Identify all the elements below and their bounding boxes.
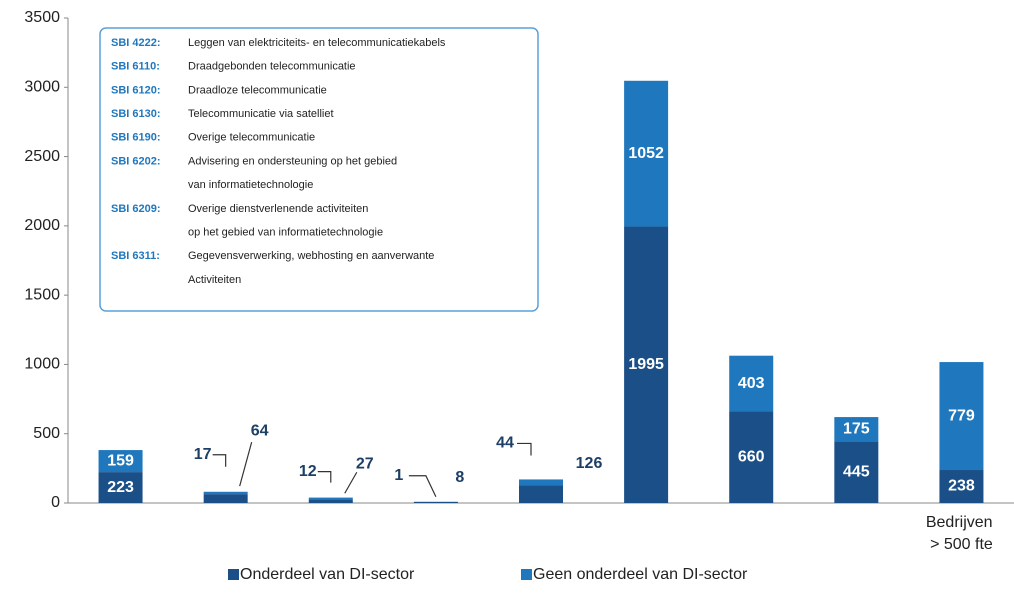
legend-code: SBI 6120: [111, 84, 161, 96]
legend-code: SBI 6209: [111, 203, 161, 215]
legend-description: Gegevensverwerking, webhosting en aanver… [188, 250, 434, 262]
legend-label: Onderdeel van DI-sector [240, 566, 415, 583]
legend-description: van informatietechnologie [188, 179, 313, 191]
leader-line [317, 470, 332, 483]
legend-label: Geen onderdeel van DI-sector [533, 566, 748, 583]
data-label: 1 [394, 467, 403, 484]
legend-description: Telecommunicatie via satelliet [188, 108, 334, 120]
bar-segment [729, 355, 774, 412]
bar-segment [729, 411, 774, 503]
data-label: 660 [738, 448, 765, 465]
legend-description: op het gebied van informatietechnologie [188, 227, 383, 239]
y-tick-label: 2500 [24, 148, 60, 165]
legend-description: Leggen van elektriciteits- en telecommun… [188, 37, 446, 49]
y-tick-label: 1500 [24, 286, 60, 303]
legend-description: Activiteiten [188, 274, 241, 286]
legend-description: Overige dienstverlenende activiteiten [188, 203, 368, 215]
y-tick-label: 500 [33, 425, 60, 442]
legend-description: Overige telecommunicatie [188, 132, 315, 144]
legend-box [99, 27, 539, 312]
bar-segment [834, 441, 879, 503]
data-label: 1995 [628, 356, 664, 373]
legend-code: SBI 6190: [111, 132, 161, 144]
y-tick-label: 2000 [24, 217, 60, 234]
leader-line [344, 471, 358, 494]
bar-segment [203, 494, 248, 503]
bar-segment [203, 491, 248, 495]
bar-segment [413, 501, 458, 503]
legend-description: Draadgebonden telecommunicatie [188, 61, 356, 73]
data-label: 126 [576, 455, 603, 472]
data-label: 779 [948, 407, 975, 424]
bar-segment [519, 479, 563, 486]
bar-segment [519, 485, 563, 503]
legend-description: Draadloze telecommunicatie [188, 84, 327, 96]
leader-line [408, 475, 437, 498]
y-tick-label: 3500 [24, 9, 60, 26]
leader-line [517, 442, 532, 456]
data-label: 44 [496, 435, 514, 452]
legend-code: SBI 6202: [111, 155, 161, 167]
data-label: 445 [843, 463, 870, 480]
leader-line [239, 441, 253, 487]
leader-line [212, 454, 227, 467]
legend-description: Advisering en ondersteuning op het gebie… [188, 155, 397, 167]
data-label: 223 [107, 479, 134, 496]
bar-segment [834, 417, 879, 442]
data-label: 17 [194, 446, 212, 463]
x-tick-label: Bedrijven > 500 fte [926, 514, 997, 553]
bar-segment [624, 226, 669, 504]
data-label: 12 [299, 463, 317, 480]
y-tick-label: 1000 [24, 356, 60, 373]
data-label: 175 [843, 420, 870, 437]
y-tick-label: 3000 [24, 79, 60, 96]
data-label: 27 [356, 455, 374, 472]
data-label: 1052 [628, 145, 664, 162]
legend-code: SBI 6311: [111, 250, 160, 262]
data-label: 159 [107, 452, 134, 469]
bar-segment [98, 450, 143, 473]
bar-segment [939, 362, 984, 471]
data-label: 403 [738, 375, 765, 392]
data-label: 8 [455, 469, 464, 486]
bar-segment [939, 470, 984, 503]
bar-segment [624, 80, 669, 227]
y-tick-label: 0 [51, 494, 60, 511]
legend-swatch [521, 569, 532, 580]
bar-segment [308, 499, 353, 503]
legend-code: SBI 6130: [111, 108, 161, 120]
legend-code: SBI 4222: [111, 37, 161, 49]
data-label: 64 [251, 422, 269, 439]
legend-swatch [228, 569, 239, 580]
bar-segment [98, 472, 143, 503]
bar-segment [308, 497, 353, 500]
legend-code: SBI 6110: [111, 61, 160, 73]
data-label: 238 [948, 478, 975, 495]
